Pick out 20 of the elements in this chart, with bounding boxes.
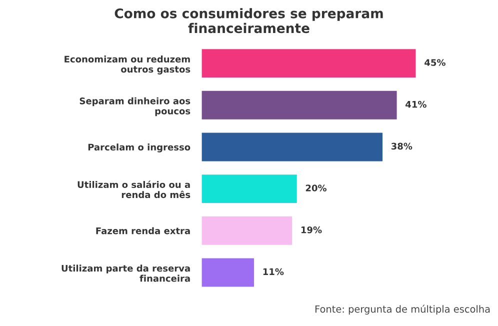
y-tick-label: Fazem renda extra bbox=[96, 227, 190, 234]
source-note: Fonte: pergunta de múltipla escolha bbox=[315, 304, 490, 315]
y-tick-label: Utilizam parte da reserva financeira bbox=[62, 264, 190, 282]
y-tick-label: Separam dinheiro aos poucos bbox=[80, 97, 190, 116]
data-label: 41% bbox=[406, 100, 426, 108]
y-tick-label: Utilizam o salário ou a renda do mês bbox=[78, 180, 190, 198]
data-label: 11% bbox=[263, 268, 284, 276]
bar bbox=[202, 258, 254, 287]
bar bbox=[202, 216, 292, 245]
data-label: 19% bbox=[301, 226, 322, 234]
y-tick-label: Parcelam o ingresso bbox=[88, 144, 190, 152]
data-label: 20% bbox=[306, 184, 327, 192]
data-label: 38% bbox=[391, 142, 412, 150]
chart-title: Como os consumidores se preparam financeiramente bbox=[114, 8, 383, 34]
y-tick-label: Economizam ou reduzem outros gastos bbox=[64, 56, 190, 74]
bar bbox=[202, 132, 383, 162]
bar bbox=[202, 49, 416, 78]
bar bbox=[202, 90, 397, 120]
data-label: 45% bbox=[424, 59, 446, 66]
bar bbox=[202, 174, 297, 204]
